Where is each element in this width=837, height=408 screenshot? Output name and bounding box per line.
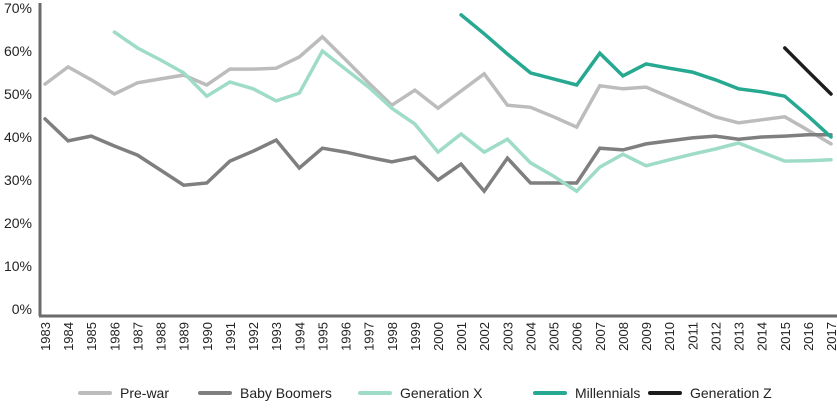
legend-item: Generation X: [360, 385, 483, 401]
x-tick-label: 1988: [154, 322, 169, 351]
x-tick-label: 1993: [269, 322, 284, 351]
x-tick-label: 2006: [570, 322, 585, 351]
y-tick-label: 10%: [4, 258, 32, 274]
x-tick-label: 2013: [732, 322, 747, 351]
x-tick-label: 2002: [477, 322, 492, 351]
x-tick-label: 1997: [362, 322, 377, 351]
y-tick-label: 0%: [12, 301, 32, 317]
series-line-pre-war: [45, 37, 831, 144]
y-tick-label: 50%: [4, 86, 32, 102]
series-line-baby-boomers: [45, 119, 831, 191]
x-tick-label: 1994: [292, 322, 307, 351]
x-tick-label: 1987: [130, 322, 145, 351]
x-tick-label: 1996: [339, 322, 354, 351]
x-tick-label: 2011: [685, 322, 700, 350]
y-tick-label: 70%: [4, 0, 32, 16]
x-tick-label: 2014: [755, 322, 770, 351]
legend-label: Pre-war: [120, 385, 169, 401]
x-tick-label: 1986: [107, 322, 122, 351]
series-line-generation-z: [785, 48, 831, 94]
x-tick-label: 2015: [778, 322, 793, 351]
y-tick-label: 20%: [4, 215, 32, 231]
x-tick-label: 1992: [246, 322, 261, 351]
legend-label: Generation Z: [690, 385, 772, 401]
y-axis-ticks: 0% 10% 20% 30% 40% 50% 60% 70%: [4, 0, 32, 317]
x-tick-label: 1989: [177, 322, 192, 351]
x-tick-label: 1984: [61, 322, 76, 351]
x-tick-label: 1991: [223, 322, 238, 351]
x-tick-label: 2008: [616, 322, 631, 351]
x-tick-label: 1983: [38, 322, 53, 351]
x-tick-label: 2004: [523, 322, 538, 351]
x-tick-label: 2009: [639, 322, 654, 351]
legend-label: Baby Boomers: [240, 385, 332, 401]
y-tick-label: 40%: [4, 129, 32, 145]
x-tick-label: 2007: [593, 322, 608, 351]
legend-item: Generation Z: [650, 385, 772, 401]
legend-label: Generation X: [400, 385, 483, 401]
x-tick-label: 1998: [385, 322, 400, 351]
legend: Pre-war Baby Boomers Generation X Millennia…: [80, 385, 772, 401]
legend-item: Baby Boomers: [200, 385, 332, 401]
legend-label: Millennials: [575, 385, 640, 401]
x-tick-label: 2010: [662, 322, 677, 351]
x-tick-label: 1999: [408, 322, 423, 351]
x-tick-label: 1995: [315, 322, 330, 351]
legend-item: Pre-war: [80, 385, 169, 401]
x-tick-label: 2005: [547, 322, 562, 351]
x-tick-label: 2017: [824, 322, 837, 351]
series-lines: [45, 15, 831, 192]
x-tick-label: 1990: [200, 322, 215, 351]
x-tick-label: 1985: [84, 322, 99, 351]
legend-item: Millennials: [535, 385, 640, 401]
x-tick-label: 2001: [454, 322, 469, 351]
x-axis-ticks: 1983 1984 1985 1986 1987 1988 1989 1990 1991 1992…: [38, 322, 837, 351]
x-tick-label: 2016: [801, 322, 816, 351]
x-tick-label: 2003: [500, 322, 515, 351]
x-tick-label: 2000: [431, 322, 446, 351]
x-tick-label: 2012: [708, 322, 723, 351]
y-tick-label: 60%: [4, 43, 32, 59]
y-tick-label: 30%: [4, 172, 32, 188]
